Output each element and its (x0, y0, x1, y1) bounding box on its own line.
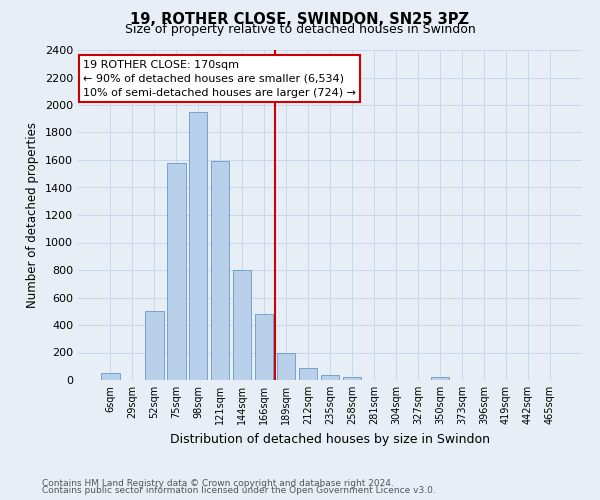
Y-axis label: Number of detached properties: Number of detached properties (26, 122, 40, 308)
Text: Contains public sector information licensed under the Open Government Licence v3: Contains public sector information licen… (42, 486, 436, 495)
X-axis label: Distribution of detached houses by size in Swindon: Distribution of detached houses by size … (170, 432, 490, 446)
Text: 19 ROTHER CLOSE: 170sqm
← 90% of detached houses are smaller (6,534)
10% of semi: 19 ROTHER CLOSE: 170sqm ← 90% of detache… (83, 60, 356, 98)
Bar (101, 373, 119, 380)
Bar (233, 270, 251, 380)
Bar (255, 314, 274, 380)
Bar (320, 375, 340, 380)
Bar (211, 162, 229, 380)
Text: Contains HM Land Registry data © Crown copyright and database right 2024.: Contains HM Land Registry data © Crown c… (42, 478, 394, 488)
Bar (189, 112, 208, 380)
Bar (343, 377, 361, 380)
Bar (145, 311, 164, 380)
Bar (277, 352, 295, 380)
Text: Size of property relative to detached houses in Swindon: Size of property relative to detached ho… (125, 22, 475, 36)
Text: 19, ROTHER CLOSE, SWINDON, SN25 3PZ: 19, ROTHER CLOSE, SWINDON, SN25 3PZ (131, 12, 470, 28)
Bar (299, 368, 317, 380)
Bar (167, 163, 185, 380)
Bar (431, 377, 449, 380)
